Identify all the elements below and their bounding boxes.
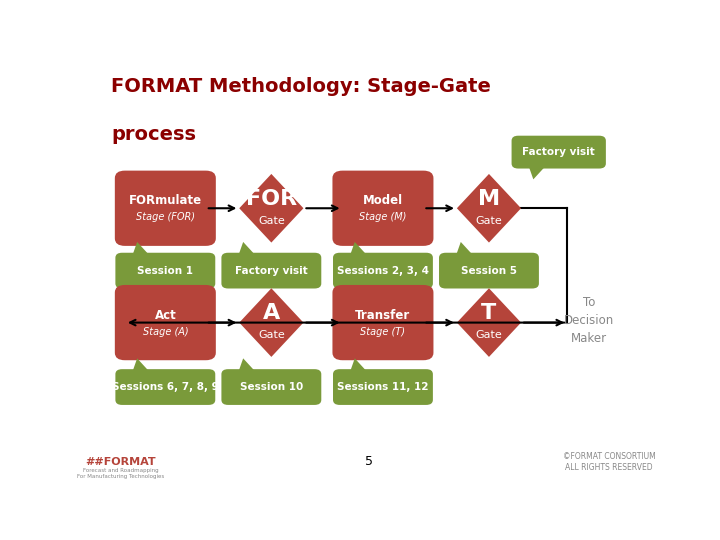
Text: ##FORMAT: ##FORMAT — [86, 457, 156, 467]
Text: FOR: FOR — [246, 189, 297, 209]
Text: Gate: Gate — [258, 330, 284, 340]
Polygon shape — [457, 288, 521, 357]
Text: Session 10: Session 10 — [240, 382, 303, 392]
Polygon shape — [457, 174, 521, 242]
FancyBboxPatch shape — [333, 369, 433, 405]
Text: ©FORMAT CONSORTIUM
ALL RIGHTS RESERVED: ©FORMAT CONSORTIUM ALL RIGHTS RESERVED — [562, 452, 655, 471]
Polygon shape — [132, 359, 152, 374]
Text: M: M — [478, 189, 500, 209]
FancyBboxPatch shape — [114, 171, 216, 246]
Text: Session 5: Session 5 — [461, 266, 517, 275]
FancyBboxPatch shape — [439, 253, 539, 288]
Text: Gate: Gate — [258, 215, 284, 226]
Polygon shape — [239, 288, 303, 357]
Polygon shape — [528, 164, 548, 179]
Text: 5: 5 — [365, 455, 373, 468]
Text: Session 1: Session 1 — [138, 266, 194, 275]
Text: Factory visit: Factory visit — [522, 147, 595, 157]
Text: Stage (M): Stage (M) — [359, 212, 407, 222]
Text: process: process — [111, 125, 197, 144]
FancyBboxPatch shape — [114, 285, 216, 360]
Text: T: T — [482, 303, 497, 323]
Text: Sessions 11, 12: Sessions 11, 12 — [337, 382, 428, 392]
Text: Forecast and Roadmapping
For Manufacturing Technologies: Forecast and Roadmapping For Manufacturi… — [77, 468, 164, 478]
Polygon shape — [238, 242, 258, 258]
Text: Sessions 6, 7, 8, 9: Sessions 6, 7, 8, 9 — [112, 382, 219, 392]
Text: Model: Model — [363, 194, 403, 207]
FancyBboxPatch shape — [222, 369, 321, 405]
Text: Stage (A): Stage (A) — [143, 327, 188, 337]
FancyBboxPatch shape — [333, 285, 433, 360]
FancyBboxPatch shape — [115, 253, 215, 288]
FancyBboxPatch shape — [115, 369, 215, 405]
Text: Act: Act — [155, 309, 176, 322]
Text: Gate: Gate — [476, 215, 503, 226]
FancyBboxPatch shape — [512, 136, 606, 168]
Text: Stage (FOR): Stage (FOR) — [136, 212, 195, 222]
Polygon shape — [238, 359, 258, 374]
Polygon shape — [349, 359, 369, 374]
FancyBboxPatch shape — [333, 253, 433, 288]
Polygon shape — [455, 242, 475, 258]
Polygon shape — [239, 174, 303, 242]
Text: FORmulate: FORmulate — [129, 194, 202, 207]
Polygon shape — [349, 242, 369, 258]
Text: To
Decision
Maker: To Decision Maker — [564, 296, 615, 345]
Text: FORMAT Methodology: Stage-Gate: FORMAT Methodology: Stage-Gate — [111, 77, 491, 96]
Text: Gate: Gate — [476, 330, 503, 340]
Text: Stage (T): Stage (T) — [361, 327, 405, 337]
Text: A: A — [263, 303, 280, 323]
FancyBboxPatch shape — [222, 253, 321, 288]
Polygon shape — [132, 242, 152, 258]
Text: Sessions 2, 3, 4: Sessions 2, 3, 4 — [337, 266, 429, 275]
Text: Factory visit: Factory visit — [235, 266, 307, 275]
FancyBboxPatch shape — [333, 171, 433, 246]
Text: Transfer: Transfer — [356, 309, 410, 322]
